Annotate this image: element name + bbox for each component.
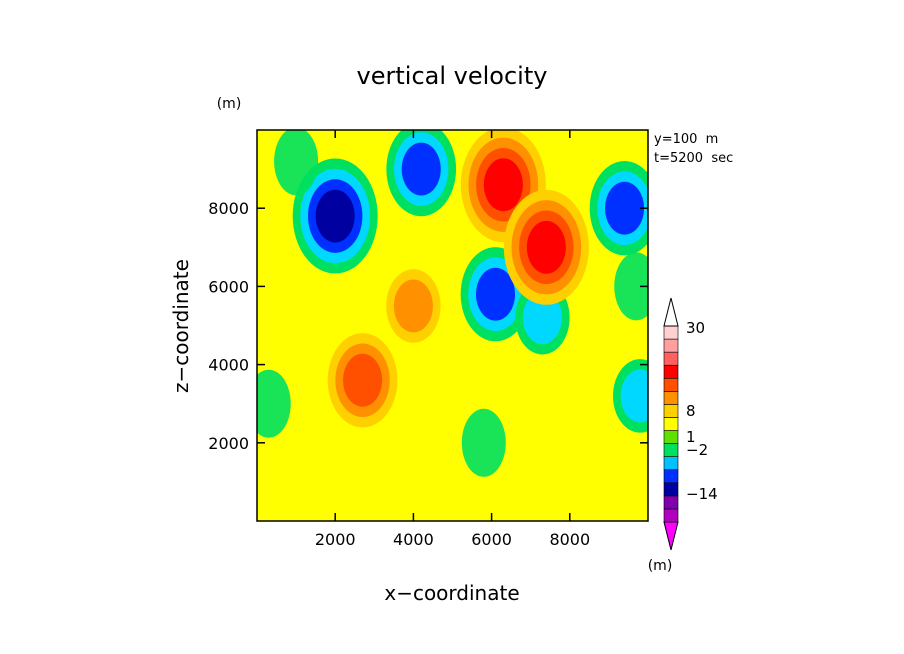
colorbar-segment-10 <box>663 391 679 405</box>
colorbar-segment-7 <box>663 430 679 444</box>
colorbar-segment-4 <box>663 469 679 484</box>
y-unit-label: (m) <box>217 96 242 112</box>
field-contour-3-2 <box>475 267 516 321</box>
velocity-field <box>257 130 648 521</box>
y-axis-title: z−coordinate <box>169 259 193 393</box>
y-tick-label-2: 6000 <box>208 277 249 296</box>
colorbar-segment-8 <box>663 417 679 431</box>
colorbar-segment-11 <box>663 377 679 392</box>
field-contour-8-2 <box>343 353 383 407</box>
chart-title: vertical velocity <box>357 62 548 90</box>
field-green-region-1 <box>257 369 291 438</box>
colorbar-segment-14 <box>663 338 679 353</box>
field-contour-5-1 <box>620 369 648 423</box>
info-t: t=5200 sec <box>654 151 733 166</box>
x-axis-title: x−coordinate <box>384 581 519 605</box>
field-contour-0-3 <box>315 189 355 243</box>
field-green-region-0 <box>274 130 319 196</box>
info-text: y=100 m t=5200 sec <box>654 132 733 166</box>
field-contour-7-3 <box>526 220 566 274</box>
x-axis: 2000 4000 6000 8000 <box>315 130 590 549</box>
field-contour-9-1 <box>393 279 433 333</box>
colorbar-segment-13 <box>663 351 679 366</box>
colorbar-label-4: −14 <box>686 485 718 503</box>
colorbar-label-2: 1 <box>686 428 696 446</box>
colorbar-label-1: 8 <box>686 402 696 420</box>
colorbar-label-0: 30 <box>686 319 705 337</box>
info-y: y=100 m <box>654 132 718 147</box>
x-tick-label-2: 6000 <box>471 530 512 549</box>
colorbar-segment-5 <box>663 456 679 471</box>
colorbar-segment-12 <box>663 364 679 379</box>
field-contour-1-2 <box>401 142 441 196</box>
y-tick-label-3: 8000 <box>208 199 249 218</box>
y-axis: 2000 4000 6000 8000 <box>208 199 648 453</box>
y-tick-label-0: 2000 <box>208 434 249 453</box>
colorbar-segment-1 <box>663 508 679 523</box>
colorbar-segment-15 <box>663 325 679 340</box>
x-tick-label-0: 2000 <box>315 530 356 549</box>
plot-frame <box>256 129 649 522</box>
colorbar-unit: (m) <box>648 558 673 574</box>
field-contour-6-3 <box>483 158 523 212</box>
field-green-region-2 <box>614 252 648 321</box>
colorbar-segment-9 <box>663 404 679 418</box>
field-green-region-3 <box>461 408 506 477</box>
colorbar-segment-3 <box>663 482 679 497</box>
x-tick-label-3: 8000 <box>549 530 590 549</box>
colorbar-min-triangle <box>663 521 679 551</box>
colorbar-label-3: −2 <box>686 441 708 459</box>
x-tick-label-1: 4000 <box>393 530 434 549</box>
field-contour-2-2 <box>604 181 645 235</box>
colorbar-max-triangle <box>663 297 679 327</box>
colorbar-segment-2 <box>663 495 679 510</box>
colorbar-segment-6 <box>663 443 679 457</box>
field-contour-4-1 <box>522 291 562 345</box>
colorbar: 30 8 1−2 −14 <box>663 297 718 551</box>
y-tick-label-1: 4000 <box>208 356 249 375</box>
